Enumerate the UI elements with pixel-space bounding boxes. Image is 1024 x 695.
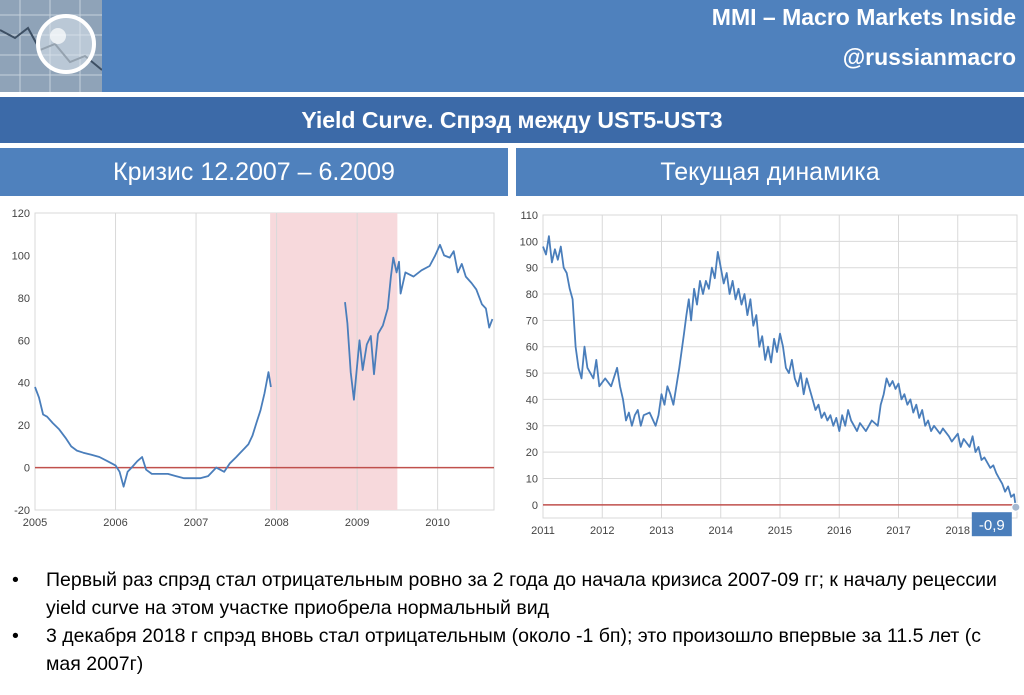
x-tick-label: 2009 <box>345 517 369 529</box>
bullet-dot-icon: • <box>12 569 19 591</box>
y-tick-label: 60 <box>18 335 30 347</box>
y-tick-label: 0 <box>24 463 30 475</box>
x-tick-label: 2010 <box>425 517 449 529</box>
y-tick-label: 100 <box>12 250 30 262</box>
logo <box>0 0 102 92</box>
y-tick-label: -20 <box>14 505 30 517</box>
y-tick-label: 60 <box>526 342 538 354</box>
y-tick-label: 80 <box>526 289 538 301</box>
y-tick-label: 110 <box>520 210 538 222</box>
chart-crisis: 2005 2006 2007 2008 2009 2010 -20 0 20 40 60 80 100 1… <box>12 208 495 529</box>
y-tick-label: 70 <box>526 315 538 327</box>
y-tick-label: 100 <box>520 236 538 248</box>
magnifier-chart-icon <box>0 0 102 92</box>
x-tick-label: 2017 <box>886 525 910 537</box>
end-point-marker <box>1011 502 1021 512</box>
series-line <box>344 243 494 401</box>
x-tick-label: 2008 <box>264 517 288 529</box>
y-tick-label: 40 <box>526 394 538 406</box>
slide-title: Yield Curve. Спрэд между UST5-UST3 <box>0 97 1024 143</box>
y-tick-label: 20 <box>526 447 538 459</box>
x-tick-label: 2011 <box>531 525 555 537</box>
y-tick-label: 120 <box>12 208 30 220</box>
bullet-text: 3 декабря 2018 г спрэд вновь стал отрица… <box>46 625 982 675</box>
bullet-item: • 3 декабря 2018 г спрэд вновь стал отри… <box>12 622 1017 678</box>
end-value-label: -0,9 <box>979 517 1005 534</box>
x-tick-label: 2016 <box>827 525 851 537</box>
x-tick-label: 2007 <box>184 517 208 529</box>
y-tick-label: 50 <box>526 368 538 380</box>
y-tick-label: 90 <box>526 263 538 275</box>
series-line <box>34 371 272 488</box>
series-line <box>542 235 1017 508</box>
y-tick-label: 40 <box>18 378 30 390</box>
chart-current: 2011 2012 2013 2014 2015 2016 2017 2018 0 10 20 30 4… <box>520 210 1021 537</box>
x-tick-label: 2014 <box>709 525 733 537</box>
x-tick-label: 2015 <box>768 525 792 537</box>
bullet-list: • Первый раз спрэд стал отрицательным ро… <box>12 566 1017 678</box>
brand-handle: @russianmacro <box>842 44 1016 70</box>
x-tick-label: 2013 <box>649 525 673 537</box>
panel-title-current: Текущая динамика <box>516 148 1024 196</box>
panel-title-crisis: Кризис 12.2007 – 6.2009 <box>0 148 508 196</box>
y-tick-label: 20 <box>18 420 30 432</box>
x-tick-label: 2012 <box>590 525 614 537</box>
x-tick-label: 2018 <box>946 525 970 537</box>
bullet-dot-icon: • <box>12 625 19 647</box>
bullet-text: Первый раз спрэд стал отрицательным ровн… <box>46 569 997 619</box>
end-label-box <box>971 512 1012 537</box>
plot-area <box>34 212 495 511</box>
x-tick-label: 2005 <box>23 517 47 529</box>
bullet-item: • Первый раз спрэд стал отрицательным ро… <box>12 566 1017 622</box>
x-tick-label: 2006 <box>103 517 127 529</box>
brand-title: MMI – Macro Markets Inside <box>711 4 1016 30</box>
y-tick-label: 30 <box>526 421 538 433</box>
y-tick-label: 0 <box>532 500 538 512</box>
recession-shade <box>270 213 398 510</box>
y-tick-label: 10 <box>526 473 538 485</box>
header-banner: MMI – Macro Markets Inside @russianmacro <box>0 0 1024 92</box>
y-tick-label: 80 <box>18 293 30 305</box>
